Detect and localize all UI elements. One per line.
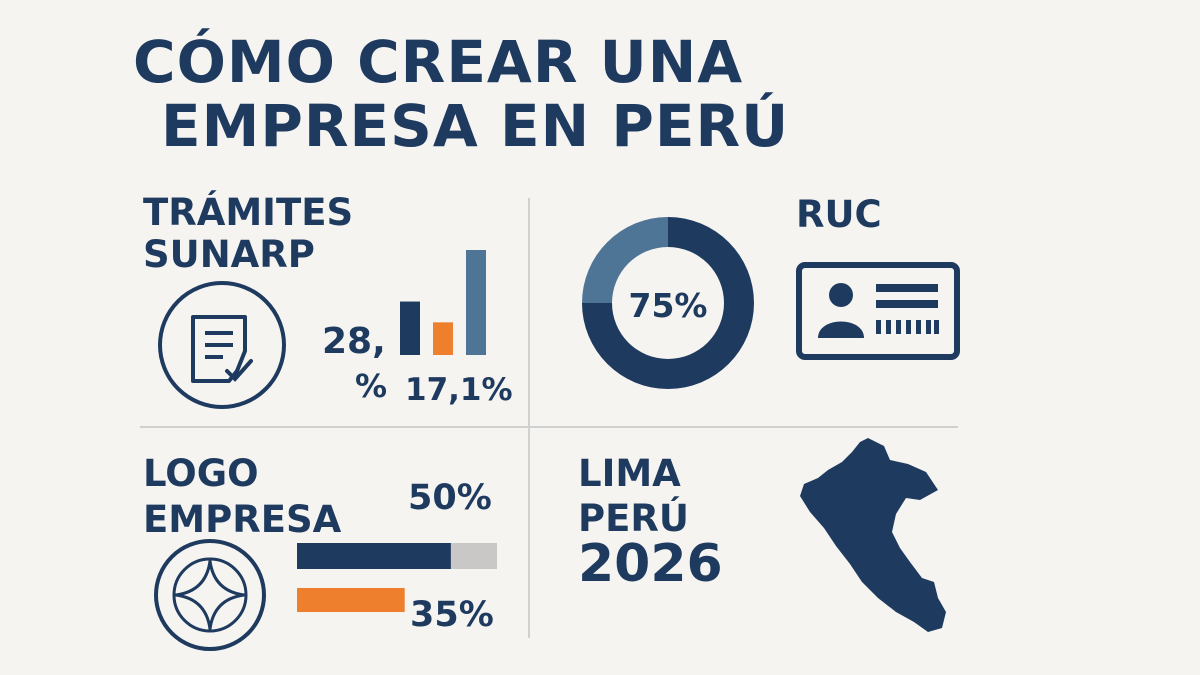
year-label: 2026 — [578, 534, 723, 594]
logo-heading: LOGO EMPRESA — [143, 451, 341, 543]
title-line-2: EMPRESA EN PERÚ — [161, 92, 790, 160]
tramites-bar-2 — [433, 322, 453, 355]
logo-bar-chart — [297, 543, 497, 612]
lima-heading-line-2: PERÚ — [578, 497, 689, 540]
id-card-icon — [796, 262, 960, 360]
ruc-donut-chart: 75% — [582, 217, 754, 389]
tramites-heading-line-2: SUNARP — [143, 233, 315, 276]
donut-slice-2 — [582, 217, 668, 303]
vertical-divider — [528, 198, 530, 638]
tramites-value-a: 28, — [322, 321, 386, 362]
logo-bar1-label: 50% — [408, 478, 492, 518]
peru-map-icon — [800, 438, 946, 632]
tramites-heading: TRÁMITES SUNARP — [143, 192, 353, 276]
document-check-icon — [158, 281, 286, 409]
logo-bar2-label: 35% — [410, 595, 494, 635]
logo-heading-line-2: EMPRESA — [143, 498, 342, 541]
ruc-heading: RUC — [796, 193, 882, 236]
logo-bar-1 — [297, 543, 451, 569]
tramites-bar-3 — [466, 250, 486, 355]
title-line-1: CÓMO CREAR UNA — [133, 28, 744, 96]
donut-label: 75% — [629, 286, 708, 325]
horizontal-divider — [140, 426, 958, 428]
page-title: CÓMO CREAR UNA EMPRESA EN PERÚ — [133, 30, 789, 158]
tramites-value-b: 17,1% — [405, 372, 513, 408]
logo-emblem-icon — [154, 539, 266, 651]
tramites-heading-line-1: TRÁMITES — [143, 191, 354, 234]
logo-heading-line-1: LOGO — [143, 452, 259, 495]
donut-slice-1 — [582, 217, 754, 389]
tramites-bar-chart — [400, 250, 486, 355]
logo-bar-2 — [297, 588, 405, 612]
tramites-value-a-percent: % — [355, 367, 388, 405]
tramites-bar-1 — [400, 301, 420, 355]
lima-heading-line-1: LIMA — [578, 452, 681, 495]
lima-heading: LIMA PERÚ — [578, 451, 689, 541]
